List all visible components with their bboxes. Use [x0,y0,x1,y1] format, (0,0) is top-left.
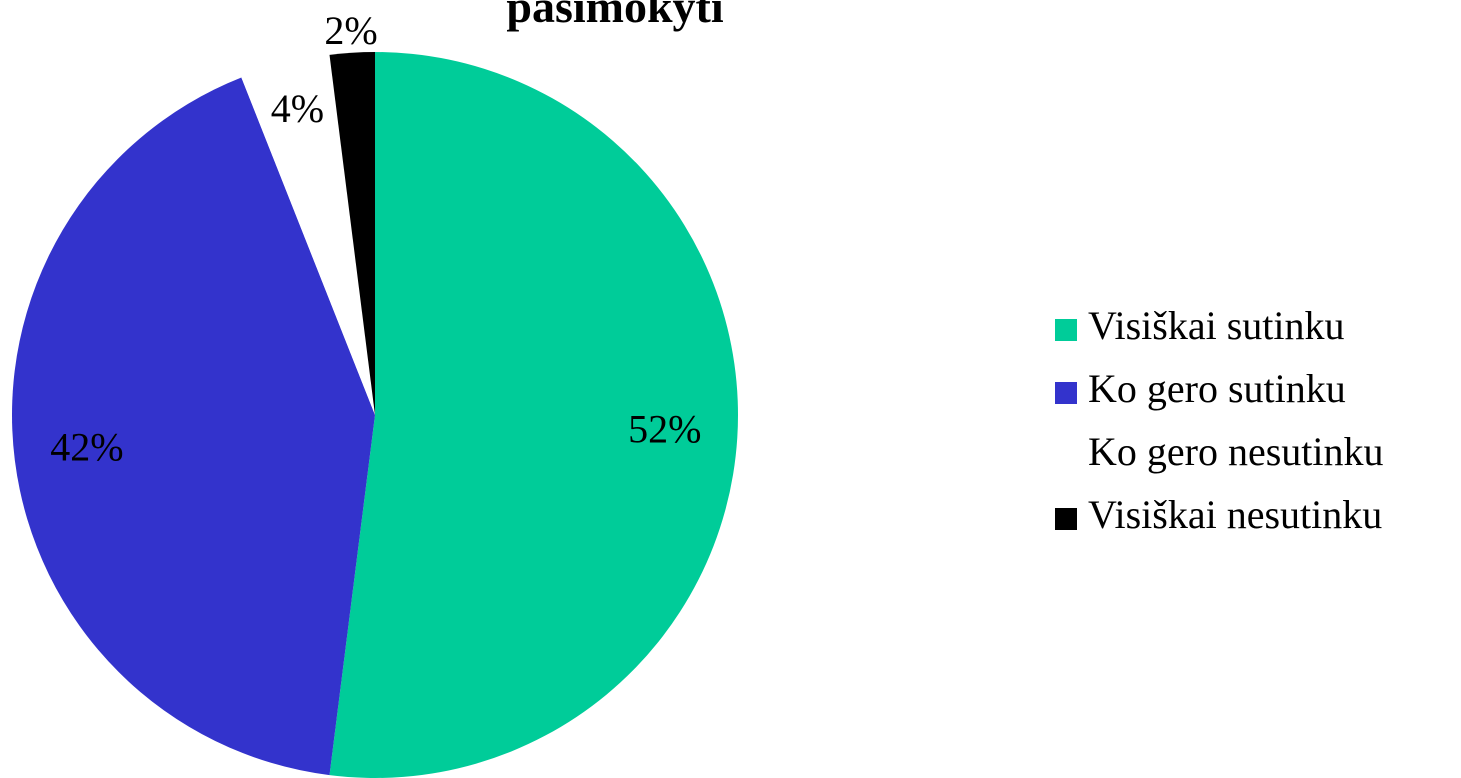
data-label: 4% [271,86,324,131]
legend-swatch [1055,508,1077,530]
legend-label: Ko gero nesutinku [1088,429,1384,474]
pie-slice [241,54,375,415]
chart-title: pasimokyti [506,0,723,32]
pie-slice [329,52,375,415]
data-label: 2% [324,8,377,53]
legend-swatch [1055,319,1077,341]
legend-swatch [1055,382,1077,404]
legend-label: Ko gero sutinku [1088,366,1346,411]
legend-label: Visiškai sutinku [1088,303,1345,348]
data-label: 42% [50,425,123,470]
legend-swatch [1055,445,1077,467]
legend-label: Visiškai nesutinku [1088,492,1382,537]
data-label: 52% [628,406,701,451]
pie-slice [329,52,738,778]
pie-slice [11,77,376,776]
